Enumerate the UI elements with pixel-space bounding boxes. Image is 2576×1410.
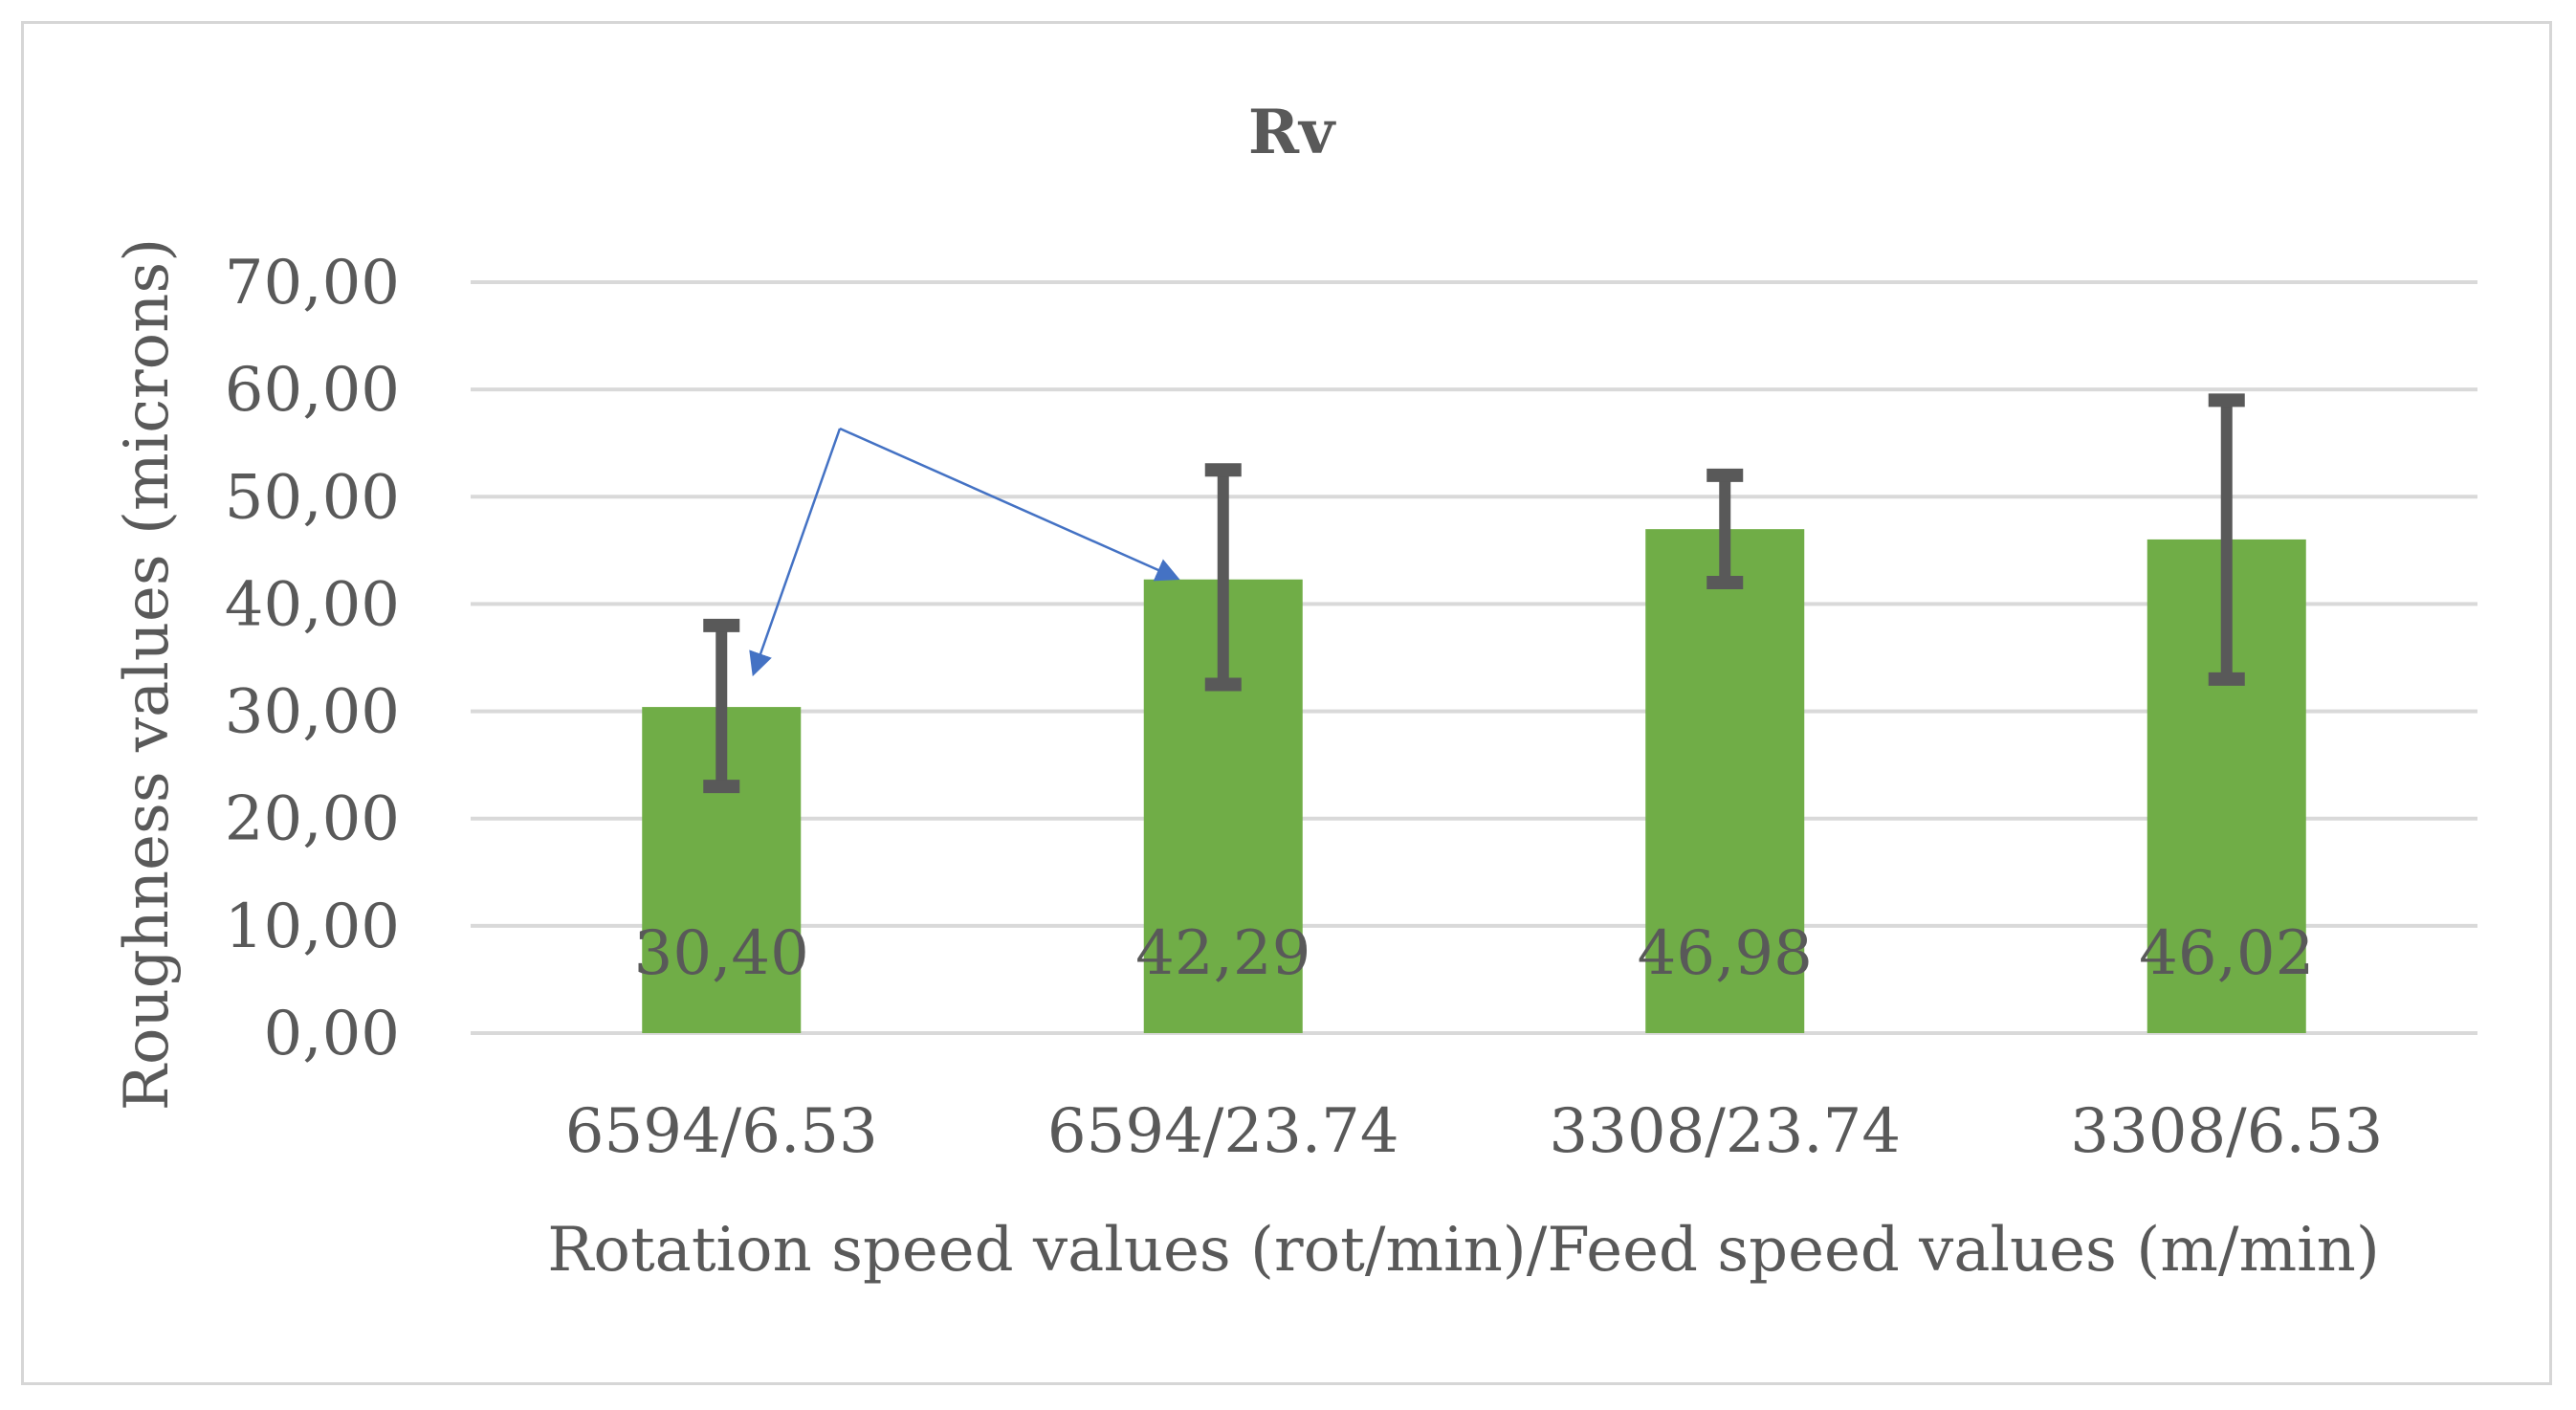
error-bars: [703, 393, 2245, 794]
x-axis-tick-labels: 6594/6.53 6594/23.74 3308/23.74 3308/6.53: [565, 1096, 2383, 1167]
y-tick-label: 10,00: [225, 892, 400, 962]
x-tick-label: 3308/23.74: [1549, 1096, 1901, 1167]
y-tick-label: 40,00: [225, 569, 400, 640]
y-tick-label: 20,00: [225, 784, 400, 855]
gridlines: [471, 280, 2477, 1035]
x-axis-label: Rotation speed values (rot/min)/Feed spe…: [547, 1215, 2380, 1286]
x-tick-label: 6594/6.53: [565, 1096, 878, 1167]
data-label: 42,29: [1135, 918, 1310, 989]
x-tick-label: 6594/23.74: [1047, 1096, 1399, 1167]
bar: [1645, 529, 1805, 1033]
y-axis-tick-labels: 0,00 10,00 20,00 30,00 40,00 50,00 60,00 70,00: [225, 248, 400, 1069]
data-labels: 30,40 42,29 46,98 46,02: [634, 918, 2315, 989]
y-tick-label: 50,00: [225, 462, 400, 533]
annotation-arrow: [749, 428, 842, 677]
y-tick-label: 60,00: [225, 355, 400, 426]
x-tick-label: 3308/6.53: [2070, 1096, 2383, 1167]
data-label: 46,98: [1638, 918, 1813, 989]
data-label: 30,40: [634, 918, 809, 989]
annotation-arrow: [839, 427, 1180, 582]
data-label: 46,02: [2139, 918, 2314, 989]
chart-title: Rv: [1248, 97, 1336, 168]
annotation-arrows: [749, 427, 1180, 677]
y-tick-label: 30,00: [225, 677, 400, 748]
y-axis-label: Roughness values (microns): [112, 238, 183, 1111]
y-tick-label: 70,00: [225, 248, 400, 319]
y-tick-label: 0,00: [264, 999, 401, 1069]
